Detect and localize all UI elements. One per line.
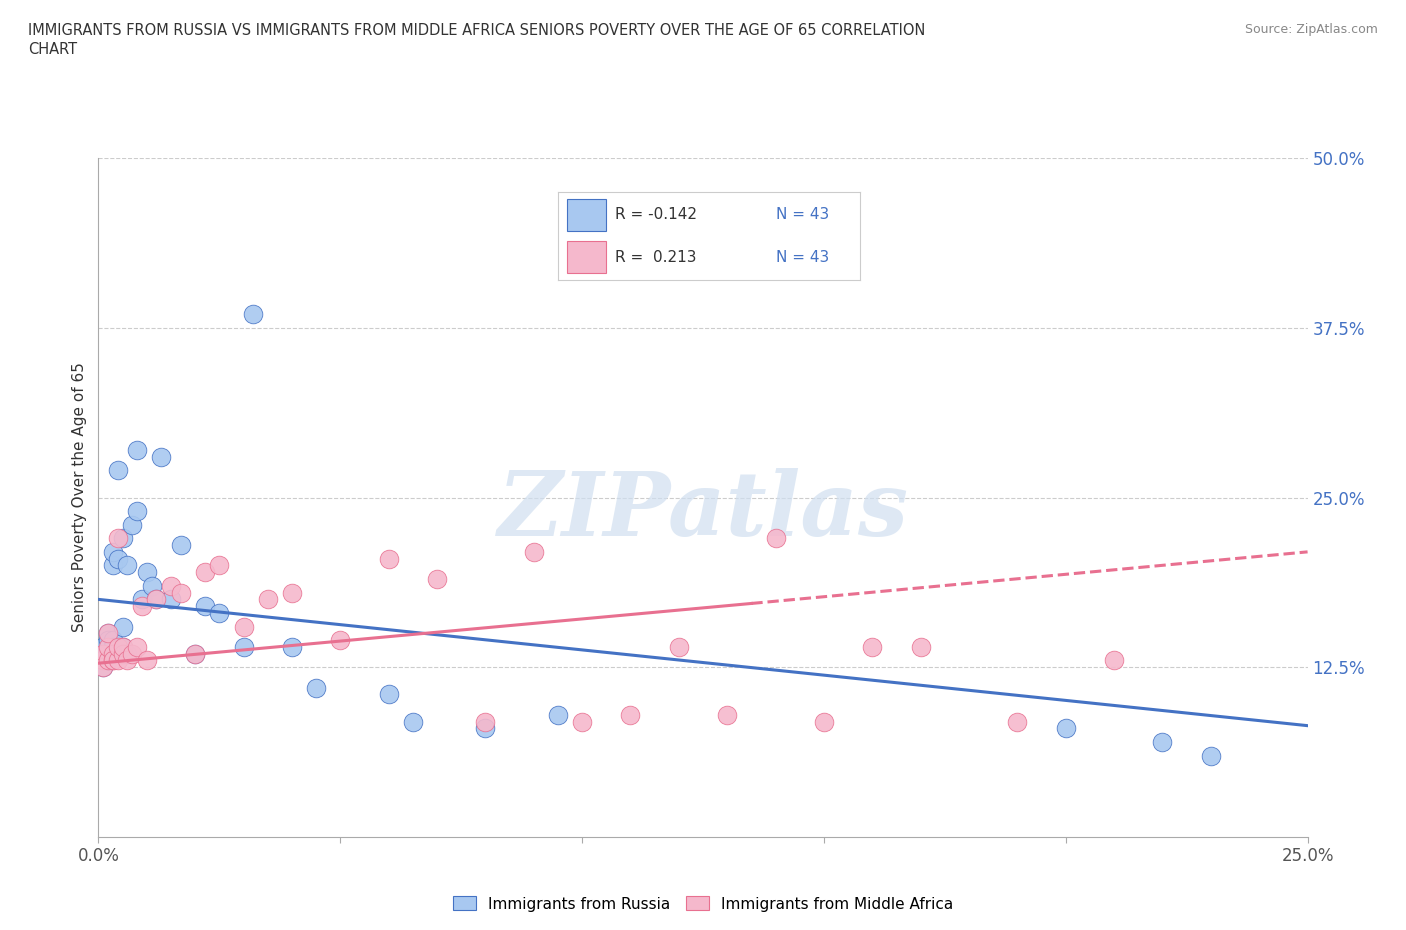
Point [1007, 714, 1029, 729]
Point [121, 517, 143, 532]
Point [474, 721, 496, 736]
Point [107, 531, 129, 546]
Point [169, 585, 191, 600]
Point [97, 626, 120, 641]
Point [127, 640, 149, 655]
Point [97, 653, 120, 668]
Point [402, 714, 425, 729]
Point [571, 714, 593, 729]
Point [111, 619, 134, 634]
Point [97, 626, 120, 641]
Y-axis label: Seniors Poverty Over the Age of 65: Seniors Poverty Over the Age of 65 [72, 363, 87, 632]
Point [91, 646, 114, 661]
Point [117, 646, 139, 661]
Point [208, 605, 231, 620]
FancyBboxPatch shape [567, 242, 606, 273]
Point [141, 578, 163, 593]
Point [184, 646, 207, 661]
Point [131, 599, 153, 614]
Text: ZIPatlas: ZIPatlas [498, 468, 908, 554]
Point [91, 653, 114, 668]
Point [619, 708, 641, 723]
Point [169, 538, 191, 552]
Point [135, 653, 157, 668]
Point [121, 646, 143, 661]
Point [117, 558, 139, 573]
Text: R =  0.213: R = 0.213 [616, 250, 697, 265]
Point [101, 653, 124, 668]
Point [101, 640, 124, 655]
Point [107, 640, 129, 655]
Point [377, 687, 399, 702]
Point [160, 592, 183, 607]
FancyBboxPatch shape [567, 199, 606, 231]
Point [107, 646, 129, 661]
Point [813, 714, 835, 729]
Text: CHART: CHART [28, 42, 77, 57]
Point [111, 640, 134, 655]
Point [281, 640, 304, 655]
Point [1054, 721, 1077, 736]
Point [101, 558, 124, 573]
Text: Source: ZipAtlas.com: Source: ZipAtlas.com [1244, 23, 1378, 36]
Point [1199, 748, 1222, 763]
Point [107, 653, 129, 668]
Point [426, 572, 449, 587]
Point [281, 585, 304, 600]
Point [910, 640, 932, 655]
Point [97, 646, 120, 661]
Point [117, 653, 139, 668]
Point [474, 714, 496, 729]
Point [208, 558, 231, 573]
Point [1102, 653, 1125, 668]
Point [97, 653, 120, 668]
Point [305, 680, 328, 695]
Point [329, 632, 352, 647]
Point [127, 443, 149, 458]
Point [523, 544, 546, 559]
Point [101, 632, 124, 647]
Point [145, 592, 167, 607]
Point [160, 578, 183, 593]
Point [111, 531, 134, 546]
Point [232, 640, 254, 655]
Point [111, 640, 134, 655]
Text: IMMIGRANTS FROM RUSSIA VS IMMIGRANTS FROM MIDDLE AFRICA SENIORS POVERTY OVER THE: IMMIGRANTS FROM RUSSIA VS IMMIGRANTS FRO… [28, 23, 925, 38]
Point [101, 646, 124, 661]
Point [232, 619, 254, 634]
Point [101, 653, 124, 668]
Point [184, 646, 207, 661]
Point [107, 551, 129, 566]
Point [101, 544, 124, 559]
Point [107, 463, 129, 478]
Point [131, 592, 153, 607]
Point [668, 640, 690, 655]
Point [1152, 735, 1174, 750]
Point [145, 592, 167, 607]
Point [91, 660, 114, 675]
Point [256, 592, 278, 607]
Point [765, 531, 787, 546]
Point [194, 565, 217, 579]
Text: R = -0.142: R = -0.142 [616, 207, 697, 222]
Point [716, 708, 738, 723]
Point [547, 708, 569, 723]
Legend: Immigrants from Russia, Immigrants from Middle Africa: Immigrants from Russia, Immigrants from … [447, 890, 959, 918]
Text: N = 43: N = 43 [776, 207, 828, 222]
Point [135, 565, 157, 579]
Point [97, 632, 120, 647]
Point [194, 599, 217, 614]
Point [97, 640, 120, 655]
Text: N = 43: N = 43 [776, 250, 828, 265]
Point [150, 449, 173, 464]
Point [91, 640, 114, 655]
Point [860, 640, 883, 655]
Point [377, 551, 399, 566]
Point [91, 660, 114, 675]
Point [242, 307, 264, 322]
Point [127, 504, 149, 519]
Point [91, 646, 114, 661]
Point [111, 646, 134, 661]
